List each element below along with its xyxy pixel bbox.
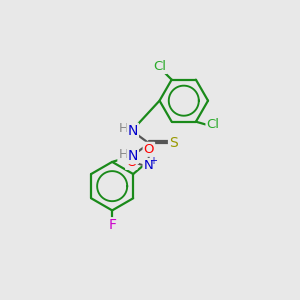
Text: +: +	[149, 156, 158, 166]
Text: N: N	[128, 124, 138, 138]
Text: H: H	[118, 148, 128, 161]
Text: -: -	[124, 151, 128, 164]
Text: F: F	[108, 218, 116, 232]
Text: Cl: Cl	[206, 118, 220, 131]
Text: H: H	[118, 122, 128, 135]
Text: N: N	[143, 159, 153, 172]
Text: Cl: Cl	[154, 60, 166, 73]
Text: S: S	[169, 136, 178, 150]
Text: N: N	[128, 149, 138, 163]
Text: O: O	[126, 156, 136, 169]
Text: O: O	[144, 143, 154, 156]
